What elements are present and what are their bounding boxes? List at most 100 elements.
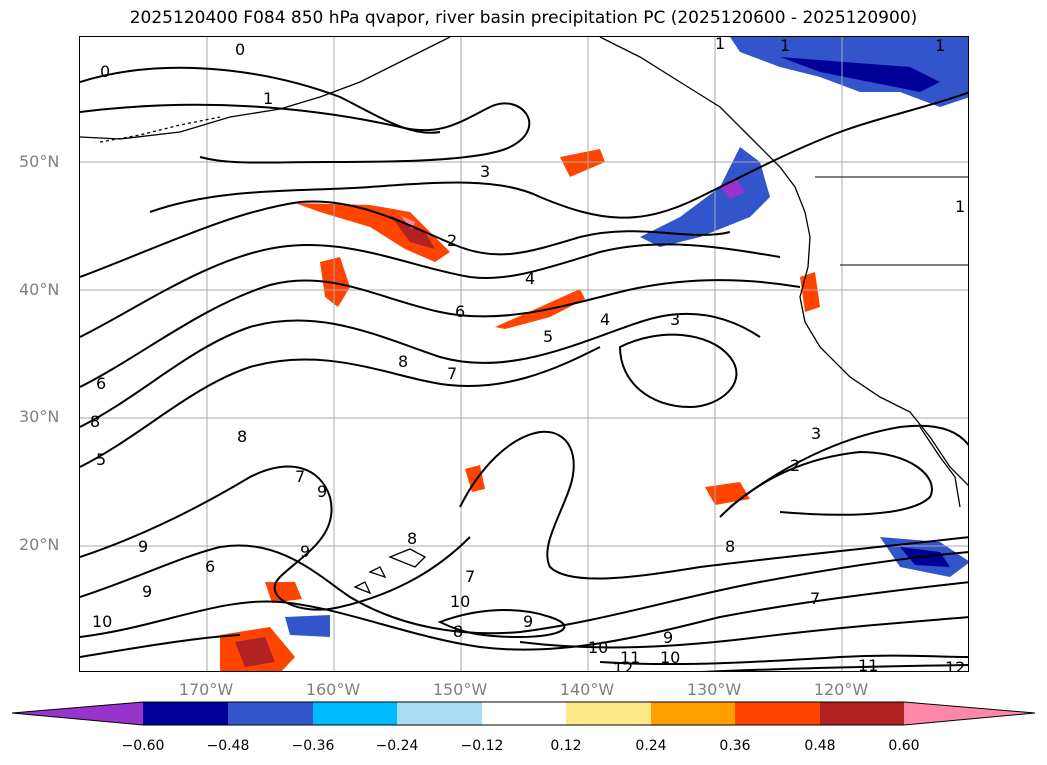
contour-label: 4	[600, 310, 610, 329]
contour-6	[80, 279, 801, 388]
west-coast-na	[599, 37, 968, 486]
contour-label: 2	[447, 231, 457, 250]
colorbar-tick-label: −0.48	[206, 738, 250, 754]
shade-negative-pnw	[640, 147, 770, 247]
colorbar-tick-label: 0.36	[719, 738, 751, 754]
graticule	[80, 37, 968, 671]
contour-label: 9	[663, 628, 673, 647]
contour-label: 1	[715, 37, 725, 53]
contour-9	[80, 581, 968, 651]
contour-label: 7	[465, 567, 475, 586]
contour-5	[80, 312, 761, 428]
contour-label: 10	[660, 648, 680, 667]
contour-1-north	[80, 102, 531, 164]
colorbar-segment	[313, 702, 397, 725]
longitude-label-140w: 140°W	[559, 680, 615, 699]
contour-label: 9	[317, 482, 327, 501]
contour-label: 9	[300, 542, 310, 561]
contour-label: 6	[96, 374, 106, 393]
colorbar-segment	[482, 702, 566, 725]
shade-positive-d	[705, 482, 750, 505]
borders	[815, 176, 968, 266]
colorbar-tick-label: −0.60	[121, 738, 165, 754]
latitude-label-40n: 40°N	[19, 280, 60, 299]
contour-3	[149, 91, 968, 219]
longitude-label-170w: 170°W	[178, 680, 234, 699]
colorbar-tick-label: 0.24	[635, 738, 667, 754]
contour-label: 12	[613, 659, 633, 672]
contour-label: 11	[620, 648, 640, 667]
contour-label: 10	[92, 612, 112, 631]
contour-label: 12	[945, 658, 965, 672]
aleutian-islands	[99, 116, 221, 143]
alaska-coast	[80, 37, 451, 140]
colorbar-tick-label: −0.36	[291, 738, 335, 754]
contour-2	[80, 200, 731, 278]
contour-label: 3	[480, 162, 490, 181]
shade-strong-negative-ne	[780, 57, 940, 92]
shade-positive-goa	[295, 203, 450, 262]
contour-label: 8	[90, 412, 100, 431]
qvapor-contours	[80, 66, 968, 671]
contour-3-closed	[618, 333, 738, 409]
longitude-label-130w: 130°W	[686, 680, 742, 699]
contour-label: 8	[398, 352, 408, 371]
contour-label: 4	[525, 269, 535, 288]
contour-9-closed	[437, 609, 566, 639]
longitude-label-120w: 120°W	[813, 680, 869, 699]
shade-positive-c	[560, 149, 605, 177]
contour-label: 0	[235, 40, 245, 59]
map-canvas: 0 0 1 1 1 3 2 4 6 4 3 5 8 7 6 8 8 5 3 2 …	[80, 37, 968, 672]
shade-positive-h	[800, 272, 820, 312]
contour-label: 7	[295, 467, 305, 486]
shade-negative-j	[285, 615, 330, 637]
precipitation-shading	[220, 37, 968, 671]
contour-10-west	[80, 634, 241, 658]
baja-california	[919, 426, 961, 508]
contour-label: 11	[858, 656, 878, 672]
colorbar-segment	[735, 702, 820, 725]
contour-10	[519, 616, 968, 649]
contour-label: 6	[205, 557, 215, 576]
contour-label: 3	[670, 310, 680, 329]
contour-8	[80, 346, 601, 468]
colorbar-segment	[820, 702, 904, 725]
contour-11	[599, 654, 968, 666]
contour-label: 5	[543, 327, 553, 346]
colorbar-tick-label: −0.24	[375, 738, 419, 754]
shade-strong-positive-goa	[390, 215, 435, 249]
contour-label: 1	[935, 37, 945, 55]
contour-4	[80, 243, 781, 338]
contour-label: 8	[453, 622, 463, 641]
colorbar-segment	[566, 702, 651, 725]
colorbar-tick-label: 0.60	[888, 738, 920, 754]
contour-label: 7	[810, 589, 820, 608]
shade-positive-e	[465, 465, 485, 492]
contour-label: 3	[811, 424, 821, 443]
contour-7	[80, 465, 471, 611]
contour-label: 1	[263, 89, 273, 108]
shade-positive-a	[320, 257, 350, 307]
contour-label: 5	[96, 450, 106, 469]
longitude-label-150w: 150°W	[432, 680, 488, 699]
latitude-label-50n: 50°N	[19, 152, 60, 171]
colorbar-outline	[11, 701, 1036, 726]
contour-6-south	[459, 430, 968, 580]
shade-strong-positive-f	[235, 637, 275, 667]
contour-label: 9	[523, 612, 533, 631]
colorbar-segment	[651, 702, 735, 725]
colorbar-extend-low	[12, 702, 143, 725]
colorbar-segment	[397, 702, 482, 725]
colorbar-tick-label: 0.12	[550, 738, 582, 754]
contour-label: 1	[780, 37, 790, 55]
colorbar-extend-high	[904, 702, 1035, 725]
colorbar-tick-label: −0.12	[460, 738, 504, 754]
contour-label: 10	[588, 638, 608, 657]
colorbar-tick-label: 0.48	[804, 738, 836, 754]
contour-label: 7	[447, 364, 457, 383]
contour-label: 9	[138, 537, 148, 556]
contour-label: 10	[450, 592, 470, 611]
contour-label: 2	[790, 456, 800, 475]
colorbar-segment	[143, 702, 228, 725]
latitude-label-20n: 20°N	[19, 535, 60, 554]
